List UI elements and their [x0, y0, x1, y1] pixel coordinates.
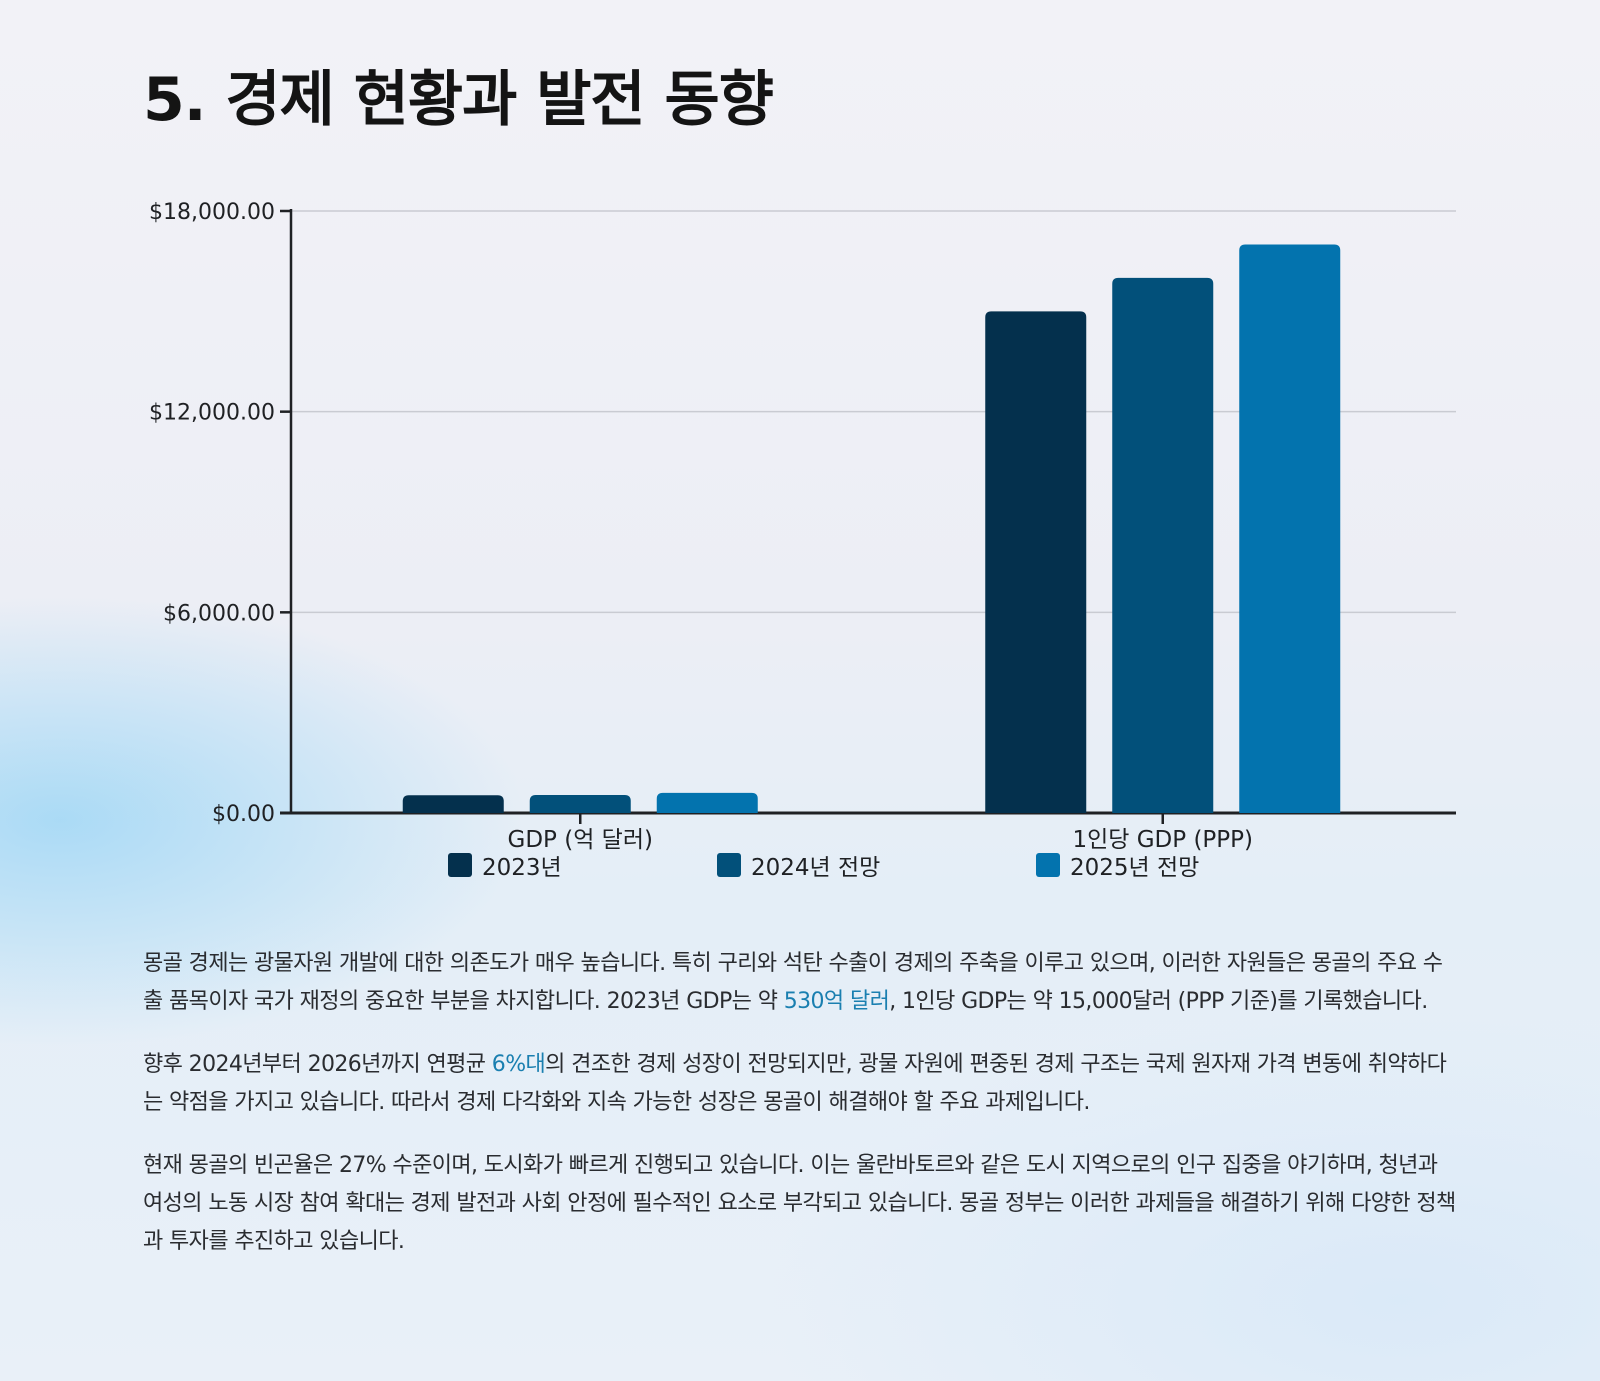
y-tick-label: $0.00: [212, 802, 275, 827]
bar: [1239, 244, 1341, 813]
bar: [1112, 277, 1214, 813]
bar-chart: $0.00 $6,000.00 $12,000.00 $18,000.00 GDP (억…: [149, 200, 1456, 853]
legend-label: 2025년 전망: [1070, 855, 1200, 881]
paragraph-text: 몽골 경제는 광물자원 개발에 대한 의존도가 매우 높습니다. 특히 구리와 …: [143, 951, 1443, 1014]
y-tick-label: $6,000.00: [163, 601, 275, 626]
paragraph-text: 의 견조한 경제 성장이 전망되지만, 광물 자원에 편중된 경제 구조는 국제…: [143, 1052, 1447, 1115]
x-tick-label: 1인당 GDP (PPP): [1072, 827, 1253, 853]
page-title: 5. 경제 현황과 발전 동향: [143, 65, 774, 135]
paragraph: 현재 몽골의 빈곤율은 27% 수준이며, 도시화가 빠르게 진행되고 있습니다…: [143, 1147, 1458, 1261]
legend-item: 2023년: [448, 848, 562, 882]
legend-swatch: [1036, 853, 1060, 877]
y-tick-label: $18,000.00: [149, 200, 275, 225]
paragraph: 몽골 경제는 광물자원 개발에 대한 의존도가 매우 높습니다. 특히 구리와 …: [143, 945, 1458, 1021]
paragraph: 향후 2024년부터 2026년까지 연평균 6%대의 견조한 경제 성장이 전…: [143, 1046, 1458, 1122]
legend-swatch: [448, 853, 472, 877]
bar: [985, 311, 1087, 813]
bar: [656, 792, 758, 813]
y-tick-label: $12,000.00: [149, 401, 275, 426]
bar: [402, 795, 504, 813]
body-text: 몽골 경제는 광물자원 개발에 대한 의존도가 매우 높습니다. 특히 구리와 …: [143, 945, 1458, 1286]
legend-label: 2024년 전망: [751, 855, 881, 881]
x-tick-label: GDP (억 달러): [508, 827, 653, 853]
paragraph-text: , 1인당 GDP는 약 15,000달러 (PPP 기준)를 기록했습니다.: [889, 989, 1428, 1014]
legend-swatch: [717, 853, 741, 877]
highlighted-figure: 530억 달러: [783, 989, 890, 1014]
chart: $0.00 $6,000.00 $12,000.00 $18,000.00 GDP (억…: [149, 200, 1456, 853]
chart-legend: 2023년 2024년 전망 2025년 전망: [0, 848, 1600, 882]
bar: [529, 794, 631, 813]
highlighted-figure: 6%대: [491, 1052, 546, 1077]
paragraph-text: 향후 2024년부터 2026년까지 연평균: [143, 1052, 492, 1077]
legend-item: 2025년 전망: [1036, 848, 1199, 882]
paragraph-text: 현재 몽골의 빈곤율은 27% 수준이며, 도시화가 빠르게 진행되고 있습니다…: [143, 1153, 1456, 1254]
legend-item: 2024년 전망: [717, 848, 880, 882]
legend-label: 2023년: [482, 855, 562, 881]
